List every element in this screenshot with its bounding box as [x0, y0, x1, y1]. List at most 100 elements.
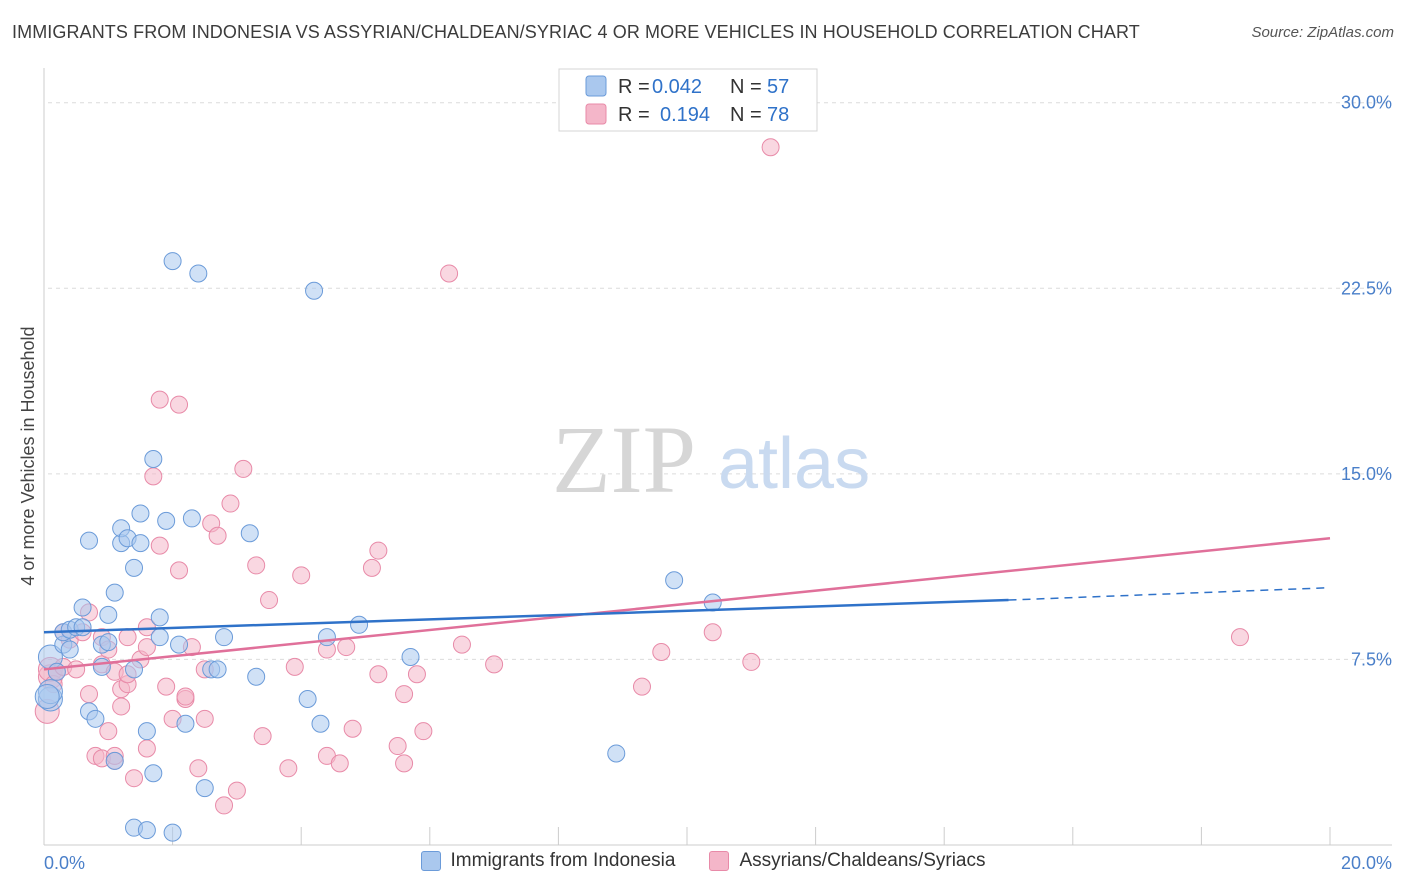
data-point-indonesia — [144, 764, 163, 783]
data-point-assyrians — [221, 494, 240, 513]
y-axis-label: 4 or more Vehicles in Household — [18, 326, 38, 585]
data-point-indonesia — [86, 709, 105, 728]
data-point-indonesia — [131, 504, 150, 523]
data-point-indonesia — [137, 821, 156, 840]
data-point-assyrians — [234, 459, 253, 478]
data-point-indonesia — [350, 615, 369, 634]
data-point-indonesia — [131, 534, 150, 553]
data-point-assyrians — [112, 697, 131, 716]
data-point-assyrians — [414, 722, 433, 741]
data-point-indonesia — [305, 281, 324, 300]
data-point-indonesia — [125, 660, 144, 679]
data-point-assyrians — [652, 643, 671, 662]
data-point-indonesia — [163, 252, 182, 271]
series-indonesia-points — [34, 252, 722, 842]
data-point-indonesia — [144, 450, 163, 469]
y-tick-label: 22.5% — [1341, 278, 1392, 298]
bottom-legend-label-assyrians: Assyrians/Chaldeans/Syriacs — [739, 850, 986, 871]
data-point-indonesia — [215, 628, 234, 647]
data-point-assyrians — [195, 709, 214, 728]
data-point-indonesia — [34, 684, 60, 710]
data-point-assyrians — [362, 558, 381, 577]
data-point-assyrians — [150, 390, 169, 409]
watermark-atlas: atlas — [718, 424, 870, 504]
data-point-assyrians — [395, 685, 414, 704]
data-point-assyrians — [125, 769, 144, 788]
data-point-indonesia — [317, 628, 336, 647]
data-point-assyrians — [395, 754, 414, 773]
data-point-assyrians — [215, 796, 234, 815]
data-point-assyrians — [144, 467, 163, 486]
data-point-assyrians — [80, 685, 99, 704]
data-point-indonesia — [80, 531, 99, 550]
trend-line-indonesia-extension — [1008, 586, 1331, 601]
data-point-assyrians — [170, 395, 189, 414]
data-point-assyrians — [285, 657, 304, 676]
legend-n-label-2: N = — [730, 104, 762, 126]
data-point-indonesia — [247, 667, 266, 686]
data-point-indonesia — [311, 714, 330, 733]
data-point-indonesia — [150, 628, 169, 647]
source-label: Source: ZipAtlas.com — [1251, 24, 1394, 41]
data-point-assyrians — [247, 556, 266, 575]
chart-title: IMMIGRANTS FROM INDONESIA VS ASSYRIAN/CH… — [12, 22, 1140, 42]
legend-r-value-2: 0.194 — [660, 104, 710, 126]
bottom-legend-item-indonesia: Immigrants from Indonesia — [420, 850, 676, 872]
x-tick-label-min: 0.0% — [44, 853, 85, 873]
data-point-indonesia — [240, 524, 259, 543]
bottom-legend-label-indonesia: Immigrants from Indonesia — [450, 850, 676, 871]
data-point-indonesia — [182, 509, 201, 528]
data-point-assyrians — [137, 638, 156, 657]
data-point-assyrians — [157, 677, 176, 696]
trend-line-indonesia — [43, 598, 1009, 634]
data-point-assyrians — [118, 628, 137, 647]
data-point-assyrians — [440, 264, 459, 283]
data-point-assyrians — [742, 652, 761, 671]
data-point-indonesia — [125, 558, 144, 577]
data-point-indonesia — [298, 690, 317, 709]
grid-lines — [48, 102, 1392, 660]
legend-n-label-1: N = — [730, 76, 762, 98]
bottom-legend-swatch-pink — [709, 851, 730, 871]
data-point-indonesia — [99, 605, 118, 624]
data-point-indonesia — [176, 714, 195, 733]
legend-swatch-pink — [585, 103, 607, 125]
data-point-assyrians — [369, 665, 388, 684]
data-point-indonesia — [189, 264, 208, 283]
data-point-assyrians — [189, 759, 208, 778]
data-point-indonesia — [607, 744, 626, 763]
legend-n-value-2: 78 — [767, 104, 789, 126]
data-point-indonesia — [157, 511, 176, 530]
data-point-assyrians — [343, 719, 362, 738]
data-point-indonesia — [137, 722, 156, 741]
legend-r-label-1: R = — [618, 76, 650, 98]
data-point-assyrians — [485, 655, 504, 674]
data-point-assyrians — [279, 759, 298, 778]
data-point-indonesia — [170, 635, 189, 654]
data-point-indonesia — [105, 751, 124, 770]
data-point-indonesia — [665, 571, 684, 590]
data-point-assyrians — [388, 737, 407, 756]
watermark-zip: ZIP — [552, 406, 696, 513]
legend-n-value-1: 57 — [767, 76, 789, 98]
data-point-indonesia — [99, 633, 118, 652]
data-point-indonesia — [163, 823, 182, 842]
data-point-assyrians — [137, 739, 156, 758]
trend-line-assyrians — [43, 536, 1331, 671]
y-tick-labels: 7.5% 15.0% 22.5% 30.0% — [1341, 93, 1392, 670]
legend-r-label-2: R = — [618, 104, 650, 126]
data-point-indonesia — [208, 660, 227, 679]
data-point-indonesia — [195, 779, 214, 798]
data-point-indonesia — [92, 657, 111, 676]
data-point-assyrians — [703, 623, 722, 642]
trend-lines — [43, 536, 1331, 671]
data-point-assyrians — [330, 754, 349, 773]
data-point-assyrians — [176, 687, 195, 706]
data-point-assyrians — [99, 722, 118, 741]
data-point-assyrians — [337, 638, 356, 657]
bottom-legend: Immigrants from Indonesia Assyrians/Chal… — [0, 850, 1406, 872]
data-point-assyrians — [170, 561, 189, 580]
data-point-assyrians — [150, 536, 169, 555]
data-point-indonesia — [73, 618, 92, 637]
